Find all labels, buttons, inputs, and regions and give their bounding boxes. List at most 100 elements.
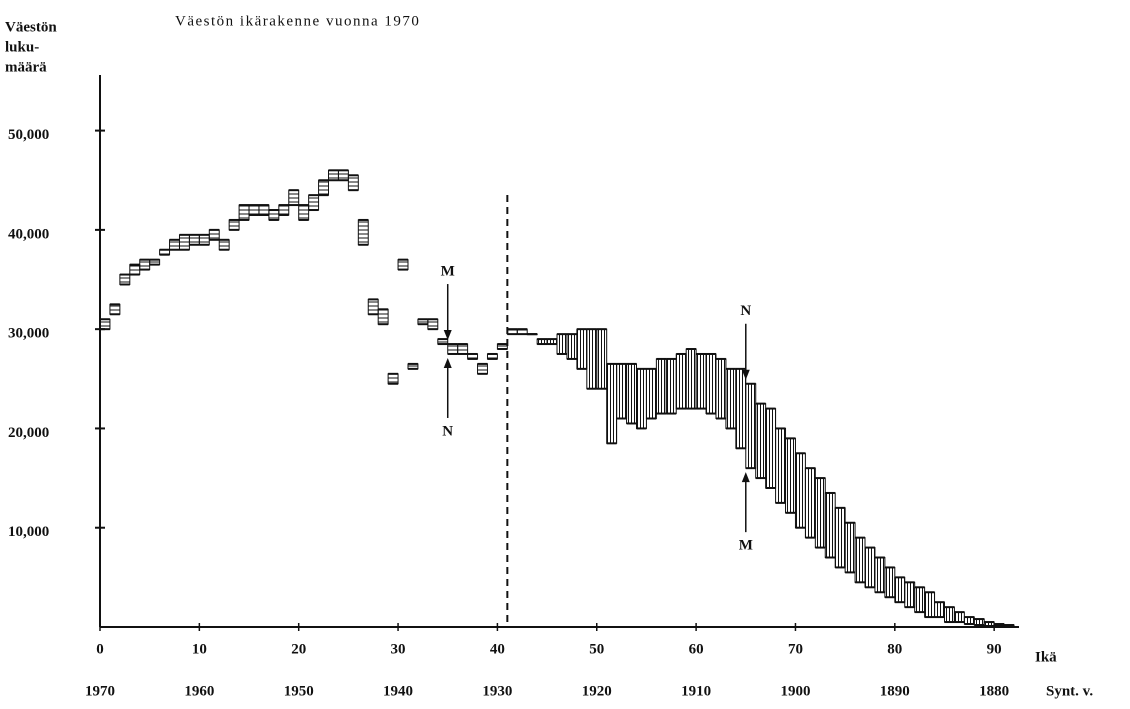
range-band	[794, 452, 806, 529]
range-band	[337, 169, 349, 181]
x2-tick-label: 1890	[880, 683, 910, 699]
range-band	[397, 259, 409, 271]
range-band	[844, 522, 856, 573]
range-band	[188, 234, 200, 246]
range-band	[596, 328, 608, 390]
range-band	[119, 274, 131, 285]
range-band	[775, 427, 787, 504]
x-axis-label: Ikä	[1035, 649, 1057, 665]
arrow-head	[741, 472, 750, 483]
range-band	[606, 363, 618, 444]
range-band	[894, 576, 906, 603]
x-tick-label: 90	[987, 641, 1002, 657]
range-band	[198, 234, 210, 246]
range-band	[705, 353, 717, 415]
x2-tick-label: 1940	[383, 683, 413, 699]
range-band	[99, 318, 111, 330]
range-band	[298, 204, 310, 221]
range-band	[626, 363, 637, 424]
range-band	[924, 591, 936, 618]
range-band	[566, 333, 578, 360]
range-band	[804, 467, 816, 539]
range-band	[824, 492, 836, 559]
range-band	[576, 328, 588, 370]
x-tick-label: 10	[192, 641, 207, 657]
range-band	[427, 318, 439, 330]
range-band	[914, 586, 926, 613]
x2-tick-label: 1880	[979, 683, 1009, 699]
x2-tick-label: 1920	[582, 683, 612, 699]
range-band	[308, 194, 320, 211]
range-band	[834, 507, 846, 568]
range-band	[645, 368, 657, 420]
range-band	[655, 358, 667, 415]
range-band	[695, 353, 707, 410]
range-band	[477, 363, 488, 375]
arrow-head	[443, 357, 452, 368]
range-band	[347, 174, 359, 191]
range-band	[685, 348, 697, 410]
annotation-label: M	[441, 263, 455, 279]
range-band	[765, 408, 777, 489]
x2-tick-label: 1930	[482, 683, 512, 699]
y-axis-label: määrä	[5, 59, 47, 75]
range-band	[288, 189, 300, 206]
arrow-head	[443, 330, 452, 341]
range-band	[934, 601, 945, 618]
range-band	[814, 477, 826, 549]
range-band	[864, 547, 876, 588]
y-tick-label: 10,000	[8, 524, 49, 540]
x-tick-label: 40	[490, 641, 505, 657]
range-band	[109, 303, 121, 315]
range-band	[208, 229, 220, 241]
range-band	[328, 169, 339, 181]
range-band	[785, 437, 796, 514]
range-band	[139, 259, 151, 271]
range-band	[228, 219, 240, 231]
range-band	[675, 353, 687, 410]
y-axis-label: luku-	[5, 39, 39, 55]
x-tick-label: 70	[788, 641, 803, 657]
x2-axis-label: Synt. v.	[1046, 683, 1093, 699]
range-band	[745, 383, 757, 469]
x-tick-label: 30	[391, 641, 406, 657]
range-band	[357, 219, 369, 246]
range-band	[715, 358, 727, 420]
range-band	[238, 204, 250, 221]
range-band	[178, 234, 190, 251]
range-band	[735, 368, 747, 449]
range-band	[884, 566, 896, 598]
range-band	[963, 616, 975, 625]
range-band	[248, 204, 260, 216]
range-band	[586, 328, 598, 390]
range-band	[377, 308, 389, 325]
range-band	[943, 606, 955, 623]
y-tick-label: 50,000	[8, 127, 49, 143]
annotation-label: N	[740, 303, 751, 319]
range-band	[318, 179, 330, 196]
range-band	[218, 239, 230, 251]
range-band	[457, 343, 469, 355]
range-band	[665, 358, 677, 415]
range-band	[854, 537, 866, 583]
range-band	[556, 333, 568, 355]
arrow-head	[741, 369, 750, 380]
range-band	[635, 368, 647, 429]
range-band	[278, 204, 290, 216]
y-tick-label: 20,000	[8, 425, 49, 441]
x2-tick-label: 1950	[284, 683, 314, 699]
range-band	[447, 343, 459, 355]
annotation-label: M	[739, 538, 753, 554]
range-band	[616, 363, 628, 420]
range-band	[258, 204, 270, 216]
range-band	[874, 557, 886, 593]
range-band	[904, 581, 916, 608]
range-band	[268, 209, 280, 221]
x-tick-label: 60	[689, 641, 704, 657]
x-tick-label: 0	[96, 641, 104, 657]
x2-tick-label: 1910	[681, 683, 711, 699]
range-band	[387, 373, 399, 385]
range-band	[953, 611, 965, 623]
